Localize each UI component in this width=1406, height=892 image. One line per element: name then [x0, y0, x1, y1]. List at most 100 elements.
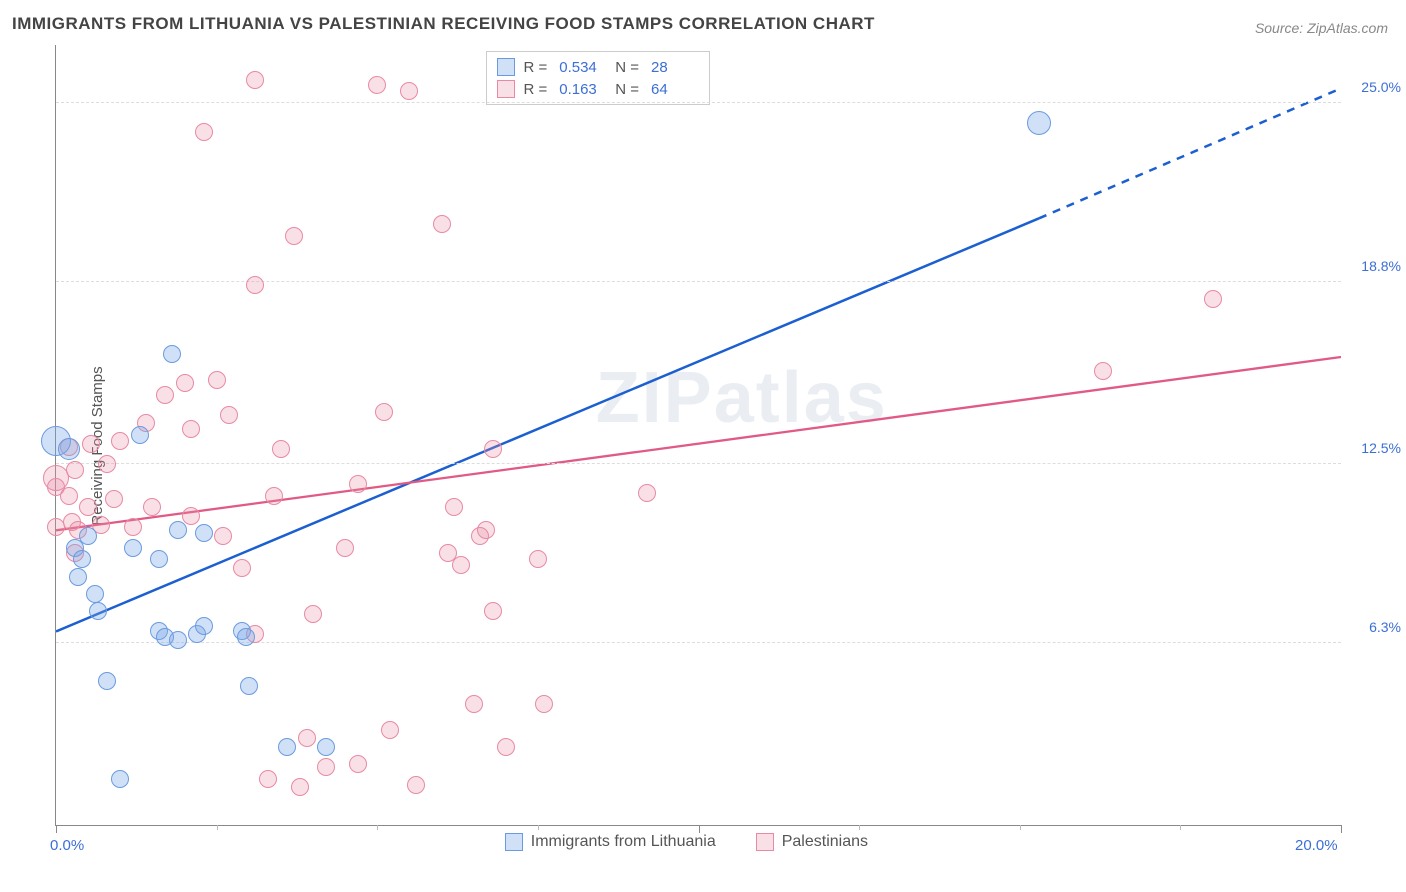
trend-lines — [56, 45, 1341, 825]
source-prefix: Source: — [1255, 20, 1307, 36]
data-point-palestinians — [195, 123, 213, 141]
x-tick-minor — [1020, 825, 1021, 830]
data-point-palestinians — [233, 559, 251, 577]
data-point-palestinians — [111, 432, 129, 450]
data-point-palestinians — [66, 461, 84, 479]
data-point-lithuania — [73, 550, 91, 568]
data-point-palestinians — [298, 729, 316, 747]
data-point-palestinians — [484, 440, 502, 458]
x-axis-value-start: 0.0% — [50, 837, 84, 854]
data-point-palestinians — [259, 770, 277, 788]
data-point-palestinians — [143, 498, 161, 516]
x-tick-major — [1341, 825, 1342, 833]
data-point-palestinians — [1094, 362, 1112, 380]
data-point-palestinians — [208, 371, 226, 389]
data-point-lithuania — [163, 345, 181, 363]
legend-stat-row: R =0.163N =64 — [497, 78, 699, 100]
data-point-palestinians — [265, 487, 283, 505]
x-axis-value-end: 20.0% — [1295, 837, 1338, 854]
data-point-palestinians — [304, 605, 322, 623]
x-tick-minor — [377, 825, 378, 830]
source-link[interactable]: ZipAtlas.com — [1307, 20, 1388, 36]
data-point-palestinians — [79, 498, 97, 516]
data-point-palestinians — [445, 498, 463, 516]
legend-r-label: R = — [523, 81, 547, 98]
data-point-lithuania — [240, 677, 258, 695]
data-point-palestinians — [477, 521, 495, 539]
data-point-lithuania — [131, 426, 149, 444]
data-point-palestinians — [60, 487, 78, 505]
legend-n-label: N = — [615, 59, 639, 76]
x-tick-minor — [859, 825, 860, 830]
data-point-lithuania — [150, 550, 168, 568]
data-point-palestinians — [285, 227, 303, 245]
legend-r-value: 0.534 — [559, 59, 607, 76]
legend-label: Palestinians — [782, 833, 868, 851]
legend-series: Immigrants from Lithuania Palestinians — [505, 833, 868, 851]
y-tick-label: 25.0% — [1361, 79, 1401, 95]
data-point-palestinians — [98, 455, 116, 473]
legend-n-value: 64 — [651, 81, 699, 98]
chart-plot-area: ZIPatlas R =0.534N =28R =0.163N =64 6.3%… — [55, 45, 1341, 826]
data-point-palestinians — [452, 556, 470, 574]
data-point-palestinians — [246, 71, 264, 89]
legend-swatch — [497, 80, 515, 98]
y-tick-label: 18.8% — [1361, 258, 1401, 274]
legend-n-value: 28 — [651, 59, 699, 76]
data-point-lithuania — [79, 527, 97, 545]
data-point-palestinians — [246, 276, 264, 294]
legend-item: Immigrants from Lithuania — [505, 833, 716, 851]
data-point-palestinians — [465, 695, 483, 713]
data-point-lithuania — [169, 521, 187, 539]
gridline — [56, 102, 1341, 103]
data-point-palestinians — [82, 435, 100, 453]
legend-n-label: N = — [615, 81, 639, 98]
data-point-palestinians — [638, 484, 656, 502]
x-tick-minor — [1180, 825, 1181, 830]
y-tick-label: 12.5% — [1361, 440, 1401, 456]
data-point-lithuania — [195, 617, 213, 635]
data-point-palestinians — [182, 420, 200, 438]
x-tick-major — [699, 825, 700, 833]
data-point-palestinians — [375, 403, 393, 421]
legend-item: Palestinians — [756, 833, 868, 851]
data-point-lithuania — [58, 438, 80, 460]
data-point-lithuania — [169, 631, 187, 649]
gridline — [56, 463, 1341, 464]
data-point-lithuania — [195, 524, 213, 542]
watermark: ZIPatlas — [596, 357, 888, 439]
data-point-palestinians — [497, 738, 515, 756]
data-point-palestinians — [400, 82, 418, 100]
data-point-palestinians — [535, 695, 553, 713]
data-point-palestinians — [407, 776, 425, 794]
data-point-palestinians — [433, 215, 451, 233]
data-point-lithuania — [69, 568, 87, 586]
legend-label: Immigrants from Lithuania — [531, 833, 716, 851]
data-point-palestinians — [176, 374, 194, 392]
data-point-lithuania — [1027, 111, 1051, 135]
data-point-lithuania — [86, 585, 104, 603]
legend-swatch — [756, 833, 774, 851]
data-point-lithuania — [237, 628, 255, 646]
x-tick-minor — [538, 825, 539, 830]
data-point-palestinians — [220, 406, 238, 424]
legend-swatch — [505, 833, 523, 851]
data-point-lithuania — [124, 539, 142, 557]
data-point-palestinians — [156, 386, 174, 404]
data-point-lithuania — [317, 738, 335, 756]
data-point-palestinians — [291, 778, 309, 796]
data-point-lithuania — [111, 770, 129, 788]
data-point-palestinians — [484, 602, 502, 620]
data-point-palestinians — [272, 440, 290, 458]
data-point-palestinians — [529, 550, 547, 568]
data-point-palestinians — [349, 755, 367, 773]
data-point-palestinians — [214, 527, 232, 545]
y-tick-label: 6.3% — [1369, 619, 1401, 635]
data-point-palestinians — [1204, 290, 1222, 308]
data-point-palestinians — [381, 721, 399, 739]
data-point-lithuania — [278, 738, 296, 756]
x-tick-major — [56, 825, 57, 833]
page-title: IMMIGRANTS FROM LITHUANIA VS PALESTINIAN… — [12, 14, 875, 34]
legend-swatch — [497, 58, 515, 76]
data-point-lithuania — [89, 602, 107, 620]
